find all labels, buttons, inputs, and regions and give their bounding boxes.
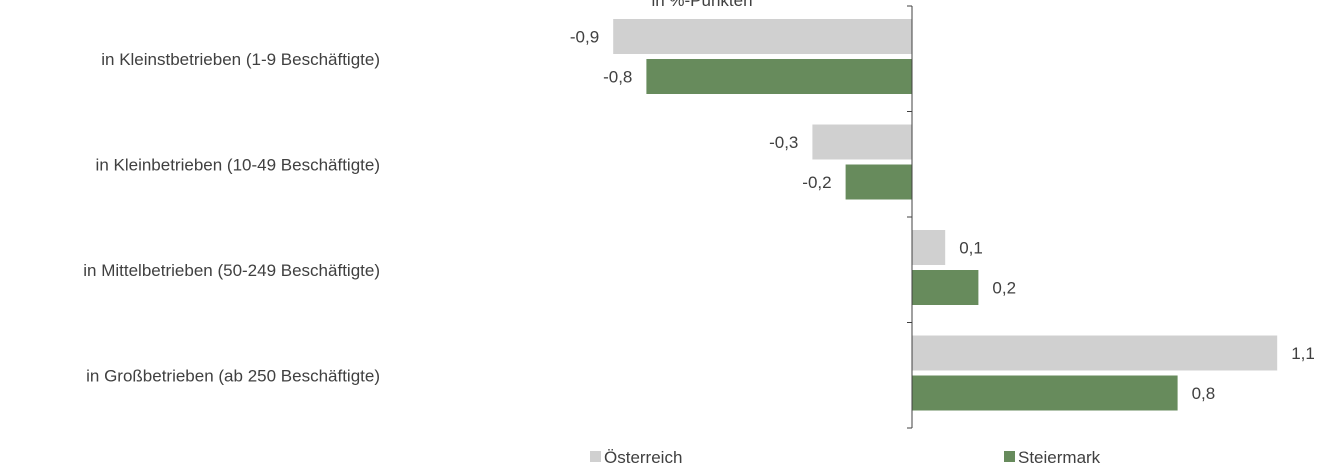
bar-oesterreich bbox=[912, 230, 946, 265]
bar-steiermark bbox=[912, 375, 1178, 411]
bars bbox=[613, 19, 1278, 411]
data-label: 1,1 bbox=[1291, 344, 1315, 363]
legend-label: Steiermark bbox=[1018, 448, 1101, 467]
legend-swatch bbox=[590, 451, 601, 462]
data-label: -0,8 bbox=[603, 68, 632, 87]
value-labels: -0,9 -0,8 -0,3 -0,2 0,1 0,2 1,1 0,8 bbox=[570, 28, 1315, 404]
data-label: 0,8 bbox=[1192, 384, 1216, 403]
category-label: in Kleinbetrieben (10-49 Beschäftigte) bbox=[96, 155, 380, 174]
legend-swatch bbox=[1004, 451, 1015, 462]
bar-steiermark bbox=[912, 270, 979, 305]
data-label: 0,2 bbox=[992, 279, 1016, 298]
bar-oesterreich bbox=[613, 19, 912, 54]
bar-oesterreich bbox=[912, 335, 1278, 371]
category-axis bbox=[907, 5, 913, 429]
data-label: -0,3 bbox=[769, 133, 798, 152]
legend: Österreich Steiermark bbox=[590, 448, 1101, 467]
chart-subtitle: in %-Punkten bbox=[651, 0, 752, 10]
data-label: -0,9 bbox=[570, 28, 599, 47]
category-label: in Kleinstbetrieben (1-9 Beschäftigte) bbox=[101, 50, 380, 69]
category-label: in Großbetrieben (ab 250 Beschäftigte) bbox=[86, 366, 380, 385]
bar-oesterreich bbox=[812, 124, 912, 160]
bar-steiermark bbox=[646, 59, 912, 94]
category-labels: in Kleinstbetrieben (1-9 Beschäftigte) in… bbox=[83, 50, 380, 386]
bar-steiermark bbox=[845, 164, 912, 200]
category-label: in Mittelbetrieben (50-249 Beschäftigte) bbox=[83, 261, 380, 280]
legend-label: Österreich bbox=[604, 448, 682, 467]
data-label: -0,2 bbox=[802, 173, 831, 192]
data-label: 0,1 bbox=[959, 239, 983, 258]
